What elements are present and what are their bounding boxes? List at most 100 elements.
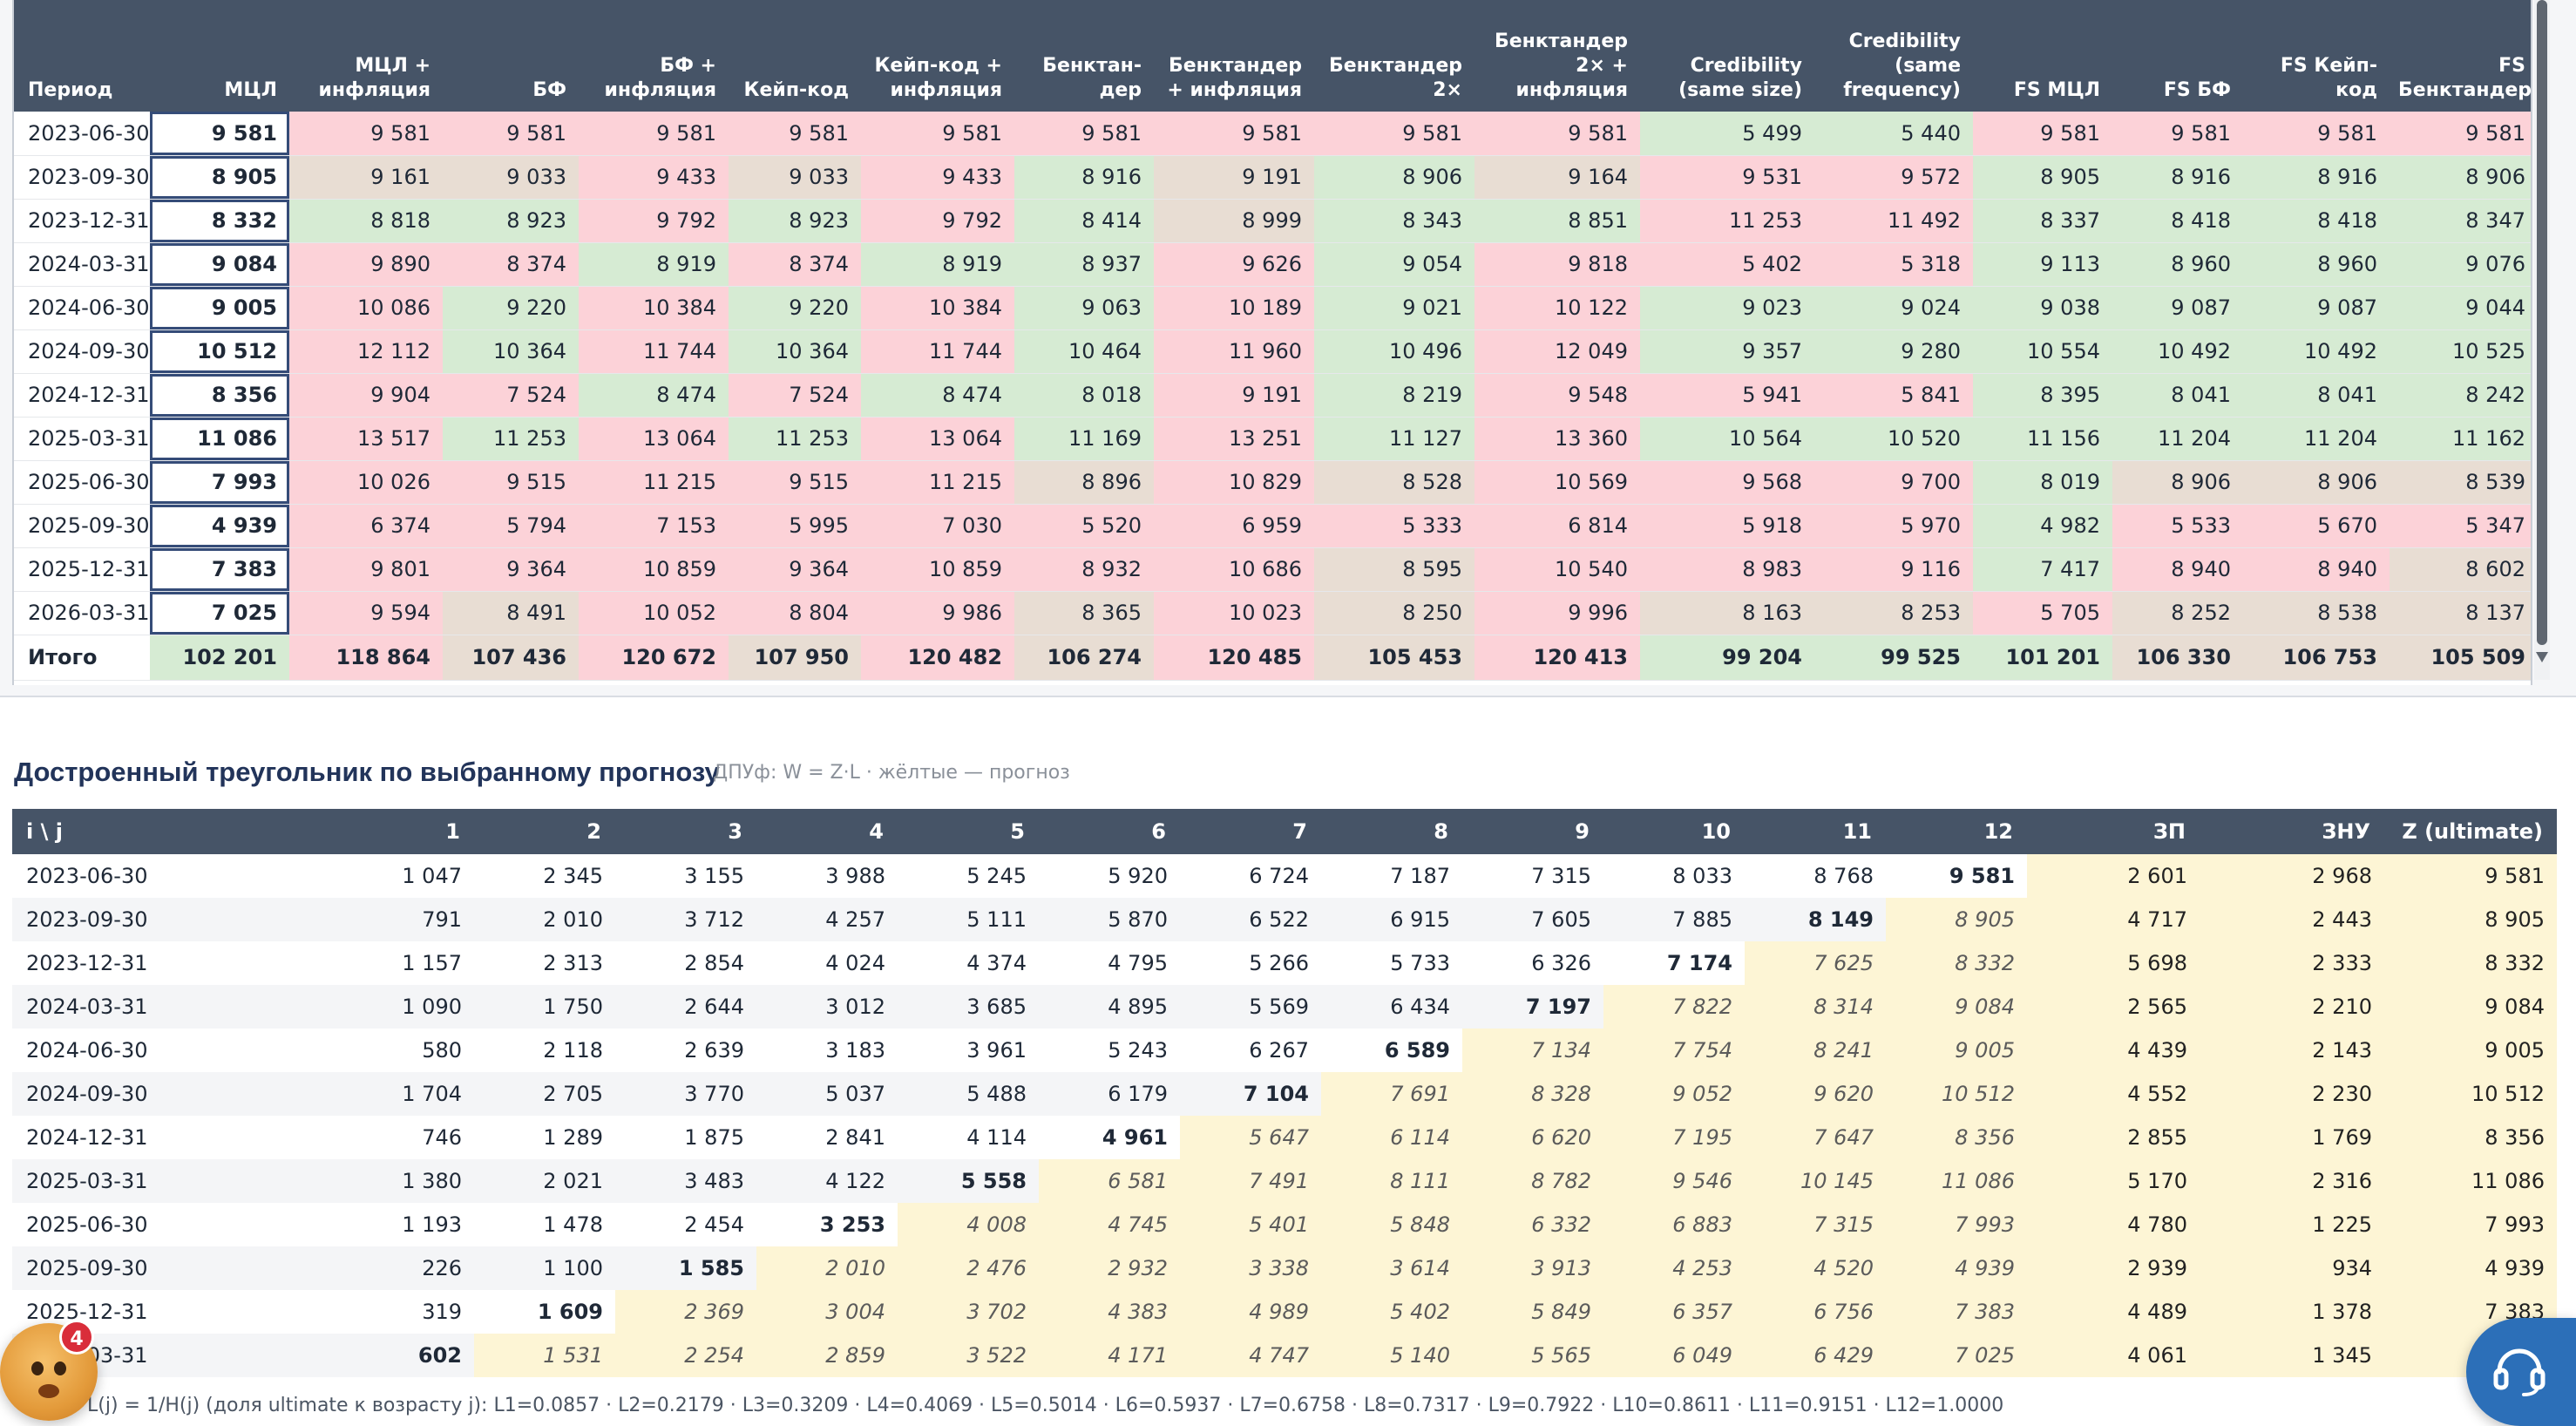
forecast-cell: 8 916 xyxy=(2243,155,2390,200)
forecast-cell: 10 554 xyxy=(1973,329,2112,374)
forecast-triangle-cell: 9 620 xyxy=(1745,1072,1886,1116)
selected-forecast-cell[interactable]: 4 939 xyxy=(150,504,289,548)
period-cell: 2023-12-31 xyxy=(14,199,150,243)
total-cell: 105 453 xyxy=(1314,635,1474,681)
total-cell: 99 204 xyxy=(1640,635,1814,681)
latest-diagonal-cell: 6 589 xyxy=(1384,1038,1450,1063)
column-header[interactable]: Credibility (same frequency) xyxy=(1814,0,1973,112)
vertical-scrollbar[interactable] xyxy=(2534,0,2550,680)
selected-forecast-cell[interactable]: 8 905 xyxy=(150,155,289,200)
actual-triangle-cell: 5 488 xyxy=(898,1072,1039,1116)
actual-triangle-cell: 6 326 xyxy=(1531,951,1591,975)
actual-triangle-cell: 226 xyxy=(152,1246,474,1290)
period-cell: 2024-06-30 xyxy=(14,286,150,330)
triangle-section-title: Достроенный треугольник по выбранному пр… xyxy=(14,757,720,787)
column-header[interactable]: FS Бенктандер xyxy=(2390,0,2531,112)
selected-forecast-cell[interactable]: 9 581 xyxy=(150,112,289,156)
column-header[interactable]: МЦЛ xyxy=(150,0,289,112)
forecast-cell: 9 023 xyxy=(1640,286,1814,330)
column-header-label: Бенктандер xyxy=(1494,31,1628,52)
forecast-comparison-table: Период МЦЛ МЦЛ + инфляция БФ БФ + инфляция Кейп… xyxy=(14,0,2531,681)
triangle-row: 2025-12-31 319 1 609 2 369 3 004 3 702 4 383 4 … xyxy=(12,1290,2557,1334)
forecast-cell: 5 520 xyxy=(1014,504,1154,548)
forecast-cell: 8 905 xyxy=(1973,155,2112,200)
table-row: 2024-03-31 9 084 9 890 8 374 8 919 8 374 8 919… xyxy=(14,242,2531,287)
selected-forecast-cell[interactable]: 7 025 xyxy=(150,591,289,635)
column-header[interactable]: Кейп-код xyxy=(729,0,861,112)
selected-forecast-cell[interactable]: 7 993 xyxy=(150,460,289,505)
actual-triangle-cell: 2 644 xyxy=(615,985,756,1029)
latest-diagonal-cell: 3 253 xyxy=(819,1212,885,1237)
scroll-down-arrow-icon[interactable] xyxy=(2536,652,2548,662)
actual-triangle-cell: 8 033 xyxy=(1672,864,1732,888)
forecast-cell: 8 242 xyxy=(2390,373,2531,418)
column-header[interactable]: FS Кейп-код xyxy=(2243,0,2390,112)
forecast-cell: 9 113 xyxy=(1973,242,2112,287)
forecast-triangle-cell: 2 476 xyxy=(898,1246,1039,1290)
column-header[interactable]: Кейп-код + инфляция xyxy=(861,0,1014,112)
actual-triangle-cell: 1 875 xyxy=(684,1125,744,1150)
selected-forecast-cell[interactable]: 7 383 xyxy=(150,547,289,592)
column-header[interactable]: Бенктан-дер xyxy=(1014,0,1154,112)
actual-triangle-cell: 1 157 xyxy=(402,951,462,975)
latest-diagonal-cell: 1 585 xyxy=(615,1246,756,1290)
column-header-label: Credibility xyxy=(1848,31,1961,52)
triangle-row: 2023-09-30 791 2 010 3 712 4 257 5 111 5 870 6 … xyxy=(12,898,2557,941)
column-header[interactable]: Бенктандер + инфляция xyxy=(1154,0,1314,112)
table-row: 2023-06-30 9 581 9 581 9 581 9 581 9 581 9 581… xyxy=(14,112,2531,156)
forecast-cell: 8 804 xyxy=(729,591,861,635)
column-header[interactable]: МЦЛ + инфляция xyxy=(289,0,443,112)
actual-triangle-cell: 2 313 xyxy=(543,951,603,975)
actual-triangle-cell: 7 315 xyxy=(1531,864,1591,888)
total-cell: 120 485 xyxy=(1154,635,1314,681)
selected-forecast-cell[interactable]: 8 332 xyxy=(150,199,289,243)
forecast-triangle-cell: 4 989 xyxy=(1180,1290,1321,1334)
column-header[interactable]: Credibility (same size) xyxy=(1640,0,1814,112)
forecast-cell: 11 204 xyxy=(2243,417,2390,461)
column-header[interactable]: Период xyxy=(14,0,150,112)
forecast-cell: 5 402 xyxy=(1640,242,1814,287)
forecast-cell: 9 904 xyxy=(289,373,443,418)
znu-cell: 2 968 xyxy=(2200,854,2384,898)
forecast-cell: 8 491 xyxy=(443,591,579,635)
forecast-cell: 8 018 xyxy=(1014,373,1154,418)
scrollbar-thumb[interactable] xyxy=(2537,0,2547,645)
forecast-cell: 13 064 xyxy=(861,417,1014,461)
period-cell: 2023-09-30 xyxy=(14,155,150,200)
forecast-cell: 11 960 xyxy=(1154,329,1314,374)
forecast-cell: 9 220 xyxy=(729,286,861,330)
forecast-cell: 5 705 xyxy=(1973,591,2112,635)
column-header[interactable]: Бенктандер 2× xyxy=(1314,0,1474,112)
forecast-table-viewport[interactable]: Период МЦЛ МЦЛ + инфляция БФ БФ + инфляция Кейп… xyxy=(12,0,2532,685)
z-cell: 10 512 xyxy=(2384,1072,2557,1116)
forecast-cell: 9 818 xyxy=(1474,242,1640,287)
z-cell: 9 005 xyxy=(2384,1029,2557,1072)
column-header[interactable]: БФ xyxy=(443,0,579,112)
forecast-cell: 11 744 xyxy=(579,329,729,374)
column-header[interactable]: FS МЦЛ xyxy=(1973,0,2112,112)
selected-forecast-cell[interactable]: 10 512 xyxy=(150,329,289,374)
column-header[interactable]: БФ + инфляция xyxy=(579,0,729,112)
triangle-row: 2024-09-30 1 704 2 705 3 770 5 037 5 488 6 179… xyxy=(12,1072,2557,1116)
triangle-column-header: 9 xyxy=(1462,809,1603,854)
notification-badge[interactable]: 4 xyxy=(59,1320,94,1355)
selected-forecast-cell[interactable]: 8 356 xyxy=(150,373,289,418)
column-header-label: FS БФ xyxy=(2163,79,2231,101)
forecast-triangle-cell: 8 905 xyxy=(1886,898,2027,941)
triangle-row: 2025-06-30 1 193 1 478 2 454 3 253 4 008 4 745… xyxy=(12,1203,2557,1246)
column-header[interactable]: FS БФ xyxy=(2112,0,2243,112)
forecast-triangle-cell: 3 004 xyxy=(756,1290,898,1334)
actual-triangle-cell: 2 454 xyxy=(684,1212,744,1237)
selected-forecast-cell[interactable]: 11 086 xyxy=(150,417,289,461)
forecast-triangle-cell: 4 383 xyxy=(1039,1290,1180,1334)
period-cell: 2024-06-30 xyxy=(26,1038,148,1063)
selected-forecast-cell[interactable]: 9 084 xyxy=(150,242,289,287)
period-cell: 2024-03-31 xyxy=(14,242,150,287)
support-headset-button[interactable] xyxy=(2466,1318,2576,1426)
actual-triangle-cell: 1 750 xyxy=(474,985,615,1029)
period-cell: 2025-09-30 xyxy=(12,1246,152,1290)
zp-cell: 5 170 xyxy=(2027,1159,2200,1203)
column-header[interactable]: Бенктандер 2× + инфляция xyxy=(1474,0,1640,112)
selected-forecast-cell[interactable]: 9 005 xyxy=(150,286,289,330)
